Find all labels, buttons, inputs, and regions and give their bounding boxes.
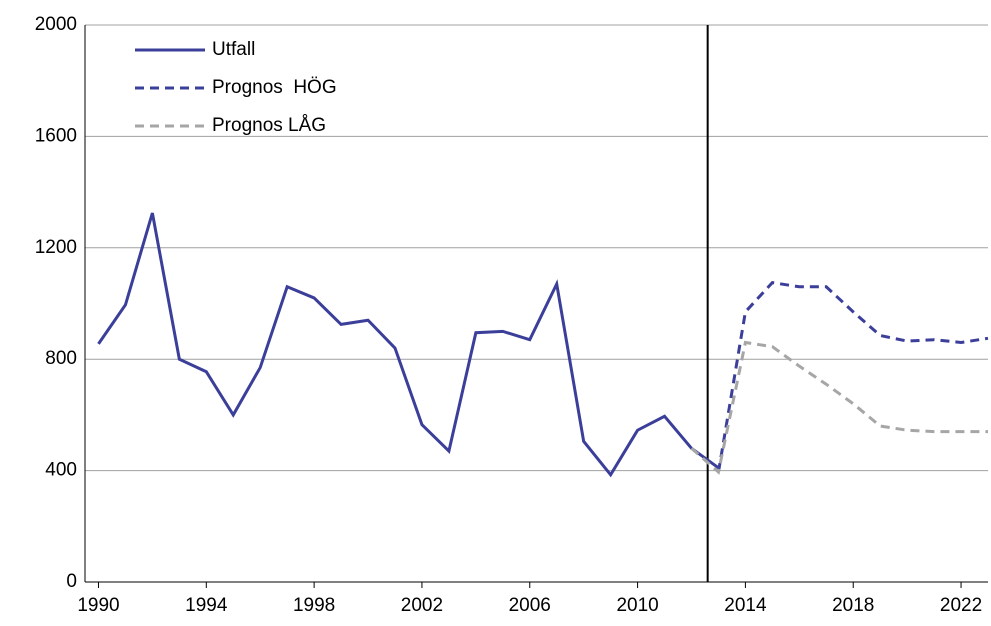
series-line [97,212,720,478]
y-tick-label: 400 [45,460,77,481]
x-tick-label: 2002 [401,595,443,616]
y-tick-label: 2000 [35,14,77,35]
x-tick-label: 2014 [724,595,767,616]
series-line [690,340,988,475]
series-line [716,281,989,473]
legend-label: Utfall [212,39,255,60]
y-tick-label: 0 [66,571,77,592]
legend-label: Prognos LÅG [212,115,326,136]
y-tick-label: 1600 [35,125,77,146]
x-tick-label: 1990 [77,595,119,616]
legend-label: Prognos HÖG [212,77,337,98]
x-tick-label: 1994 [185,595,228,616]
y-tick-label: 800 [45,348,77,369]
x-tick-label: 2010 [616,595,658,616]
x-tick-label: 2022 [940,595,982,616]
x-tick-label: 2018 [832,595,874,616]
x-tick-label: 2006 [509,595,551,616]
x-tick-label: 1998 [293,595,335,616]
y-tick-label: 1200 [35,237,77,258]
